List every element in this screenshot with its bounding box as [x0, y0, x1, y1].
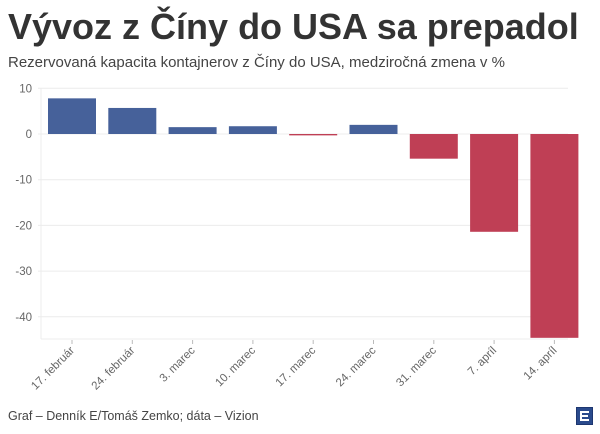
- bar: [168, 127, 217, 134]
- bar: [289, 134, 338, 136]
- bar: [48, 98, 96, 134]
- x-tick-label: 17. február: [29, 345, 77, 393]
- x-tick-label: 10. marec: [213, 344, 258, 389]
- x-tick-label: 24. marec: [334, 344, 379, 389]
- x-axis-ticks: 17. február 24. február 3. marec 10. marec 1…: [29, 340, 560, 393]
- bars: [48, 98, 579, 338]
- chart-title: Vývoz z Číny do USA sa prepadol: [8, 6, 579, 47]
- y-tick-label: -20: [15, 220, 32, 232]
- x-tick-label: 3. marec: [158, 344, 198, 384]
- bar: [409, 134, 458, 159]
- bar: [228, 126, 277, 134]
- x-tick-label: 17. marec: [274, 344, 319, 389]
- y-axis-ticks: 10 0 -10 -20 -30 -40: [15, 83, 32, 323]
- bar: [530, 134, 579, 338]
- bar: [108, 107, 157, 134]
- bar: [349, 124, 398, 134]
- denník-e-logo-icon: [576, 407, 593, 425]
- x-tick-label: 24. február: [90, 345, 138, 393]
- y-tick-label: 10: [19, 83, 32, 95]
- bar: [470, 134, 519, 232]
- y-tick-label: -10: [15, 175, 32, 187]
- y-tick-label: -40: [15, 312, 32, 324]
- chart-subtitle: Rezervovaná kapacita kontajnerov z Číny …: [8, 54, 505, 71]
- source-credit: Graf – Denník E/Tomáš Zemko; dáta – Vizi…: [8, 409, 259, 423]
- y-tick-label: 0: [26, 129, 32, 141]
- x-tick-label: 31. marec: [394, 344, 439, 389]
- x-tick-label: 7. apríl: [466, 345, 499, 378]
- y-tick-label: -30: [15, 266, 32, 278]
- x-tick-label: 14. apríl: [522, 345, 560, 383]
